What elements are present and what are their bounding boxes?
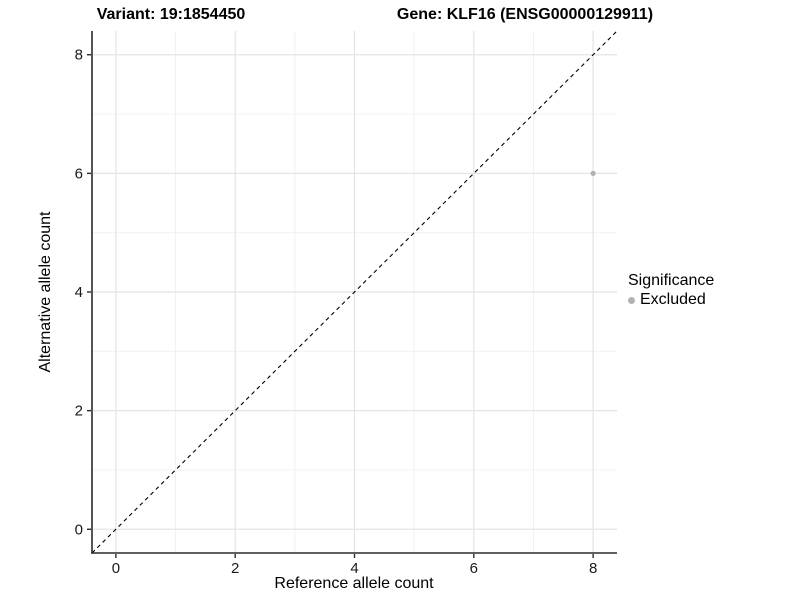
y-tick-label: 0	[75, 521, 83, 538]
x-tick-label: 0	[112, 560, 120, 577]
legend-title: Significance	[628, 272, 715, 289]
x-tick-label: 2	[231, 560, 239, 577]
variant-title: Variant: 19:1854450	[96, 6, 246, 23]
y-tick-label: 4	[75, 284, 83, 301]
x-tick-label: 4	[350, 560, 358, 577]
legend-point-icon	[628, 296, 635, 304]
legend: Significance Excluded	[628, 271, 714, 309]
legend-item-label: Excluded	[640, 291, 706, 308]
y-tick-label: 8	[75, 47, 83, 64]
y-tick-label: 6	[75, 165, 83, 182]
x-tick-label: 6	[470, 560, 478, 577]
y-tick-label: 2	[75, 403, 83, 420]
data-point	[590, 170, 596, 176]
legend-item-excluded: Excluded	[628, 291, 714, 309]
gene-title: Gene: KLF16 (ENSG00000129911)	[396, 6, 654, 23]
x-tick-label: 8	[589, 560, 597, 577]
identity-reference-line	[91, 30, 618, 554]
x-axis-title: Reference allele count	[274, 575, 434, 592]
